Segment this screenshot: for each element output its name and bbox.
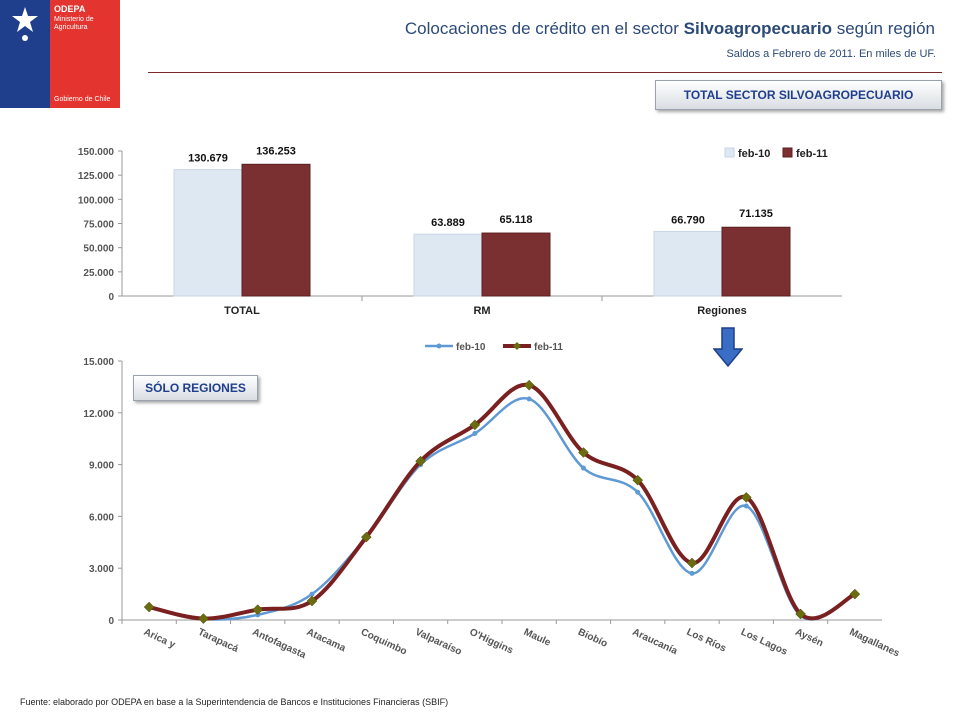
y-tick-label: 50.000 bbox=[83, 244, 114, 255]
point-feb-10 bbox=[526, 396, 532, 402]
legend-marker bbox=[436, 343, 442, 349]
regions-only-tag: SÓLO REGIONES bbox=[133, 375, 258, 401]
point-feb-11 bbox=[360, 531, 372, 543]
bar-feb-11-total bbox=[241, 163, 311, 297]
logo-ministry: Ministerio de Agricultura bbox=[54, 16, 94, 31]
x-tick-label: O'Higgins bbox=[468, 627, 515, 657]
coat-of-arms-icon bbox=[0, 0, 50, 108]
y-tick-label: 0 bbox=[108, 616, 114, 627]
bar-feb-10-rm bbox=[413, 233, 483, 297]
bar-feb-10-total bbox=[173, 169, 243, 297]
bar-feb-10-regiones bbox=[653, 230, 723, 297]
x-tick-label: Coquimbo bbox=[359, 627, 408, 658]
point-feb-11 bbox=[469, 419, 481, 431]
series-line-feb-11 bbox=[147, 382, 857, 621]
series-line-feb-10 bbox=[147, 397, 857, 621]
point-feb-11 bbox=[632, 474, 644, 486]
legend-label: feb-10 bbox=[456, 342, 486, 353]
point-feb-11 bbox=[849, 588, 861, 600]
x-tick-label: Arica y bbox=[142, 627, 177, 651]
legend-label: feb-11 bbox=[534, 342, 563, 353]
point-feb-11 bbox=[686, 557, 698, 569]
total-sector-tag: TOTAL SECTOR SILVOAGROPECUARIO bbox=[655, 80, 942, 110]
data-label: 71.135 bbox=[739, 208, 773, 220]
y-tick-label: 12.000 bbox=[83, 409, 114, 420]
x-tick-label: Magallanes bbox=[848, 627, 902, 660]
logo-gov: Gobierno de Chile bbox=[54, 96, 111, 103]
x-tick-label: Araucanía bbox=[630, 627, 679, 658]
page-subtitle: Saldos a Febrero de 2011. En miles de UF… bbox=[726, 48, 936, 60]
point-feb-11 bbox=[795, 608, 806, 620]
x-tick-label: Atacama bbox=[305, 627, 348, 655]
point-feb-10 bbox=[580, 465, 586, 471]
x-tick-label: Maule bbox=[522, 627, 553, 649]
page-title: Colocaciones de crédito en el sector Sil… bbox=[404, 19, 935, 38]
y-tick-label: 25.000 bbox=[83, 268, 114, 279]
x-tick-label: RM bbox=[473, 305, 490, 317]
data-label: 63.889 bbox=[431, 217, 465, 229]
y-tick-label: 75.000 bbox=[83, 220, 114, 231]
legend-marker bbox=[513, 342, 521, 350]
down-arrow-icon bbox=[713, 327, 743, 367]
point-feb-11 bbox=[252, 604, 264, 615]
x-tick-label: Aysén bbox=[793, 627, 825, 650]
source-footnote: Fuente: elaborado por ODEPA en base a la… bbox=[20, 697, 449, 707]
x-tick-label: Biobío bbox=[576, 627, 609, 650]
point-feb-11 bbox=[523, 379, 535, 391]
logo-org: ODEPA bbox=[54, 4, 86, 14]
legend-label: feb-10 bbox=[738, 148, 770, 160]
y-tick-label: 125.000 bbox=[78, 171, 115, 182]
point-feb-10 bbox=[635, 489, 641, 495]
legend-swatch-feb-10 bbox=[724, 147, 735, 158]
y-tick-label: 3.000 bbox=[89, 564, 114, 575]
y-tick-label: 150.000 bbox=[78, 147, 115, 158]
point-feb-11 bbox=[740, 492, 752, 503]
legend-swatch-feb-11 bbox=[782, 147, 793, 158]
point-feb-11 bbox=[415, 455, 426, 467]
x-tick-label: Los Lagos bbox=[739, 627, 789, 658]
x-tick-label: Regiones bbox=[697, 305, 747, 317]
line-chart: 0 3.000 6.000 9.000 12.000 15.000 Arica y Tarap… bbox=[83, 342, 902, 662]
point-feb-11 bbox=[578, 447, 589, 458]
data-label: 65.118 bbox=[499, 214, 532, 226]
point-feb-11 bbox=[198, 613, 209, 624]
data-label: 136.253 bbox=[256, 145, 296, 157]
y-tick-label: 9.000 bbox=[89, 461, 114, 472]
point-feb-11 bbox=[306, 595, 318, 607]
y-tick-label: 15.000 bbox=[83, 357, 114, 368]
data-label: 130.679 bbox=[188, 153, 228, 165]
point-feb-10 bbox=[689, 570, 695, 576]
y-tick-label: 0 bbox=[108, 292, 114, 303]
y-tick-label: 6.000 bbox=[89, 512, 114, 523]
point-feb-11 bbox=[143, 601, 155, 613]
x-tick-label: TOTAL bbox=[224, 305, 260, 317]
x-tick-label: Tarapacá bbox=[196, 627, 240, 655]
data-label: 66.790 bbox=[671, 214, 705, 226]
title-divider bbox=[148, 72, 942, 73]
legend-label: feb-11 bbox=[796, 148, 828, 160]
bar-chart: 0 25.000 50.000 75.000 100.000 125.000 150.000… bbox=[78, 145, 842, 317]
x-tick-label: Los Ríos bbox=[685, 627, 728, 655]
bar-feb-11-regiones bbox=[721, 226, 791, 297]
gobierno-logo: ODEPA Ministerio de Agricultura Gobierno… bbox=[0, 0, 120, 108]
y-tick-label: 100.000 bbox=[78, 195, 115, 206]
x-tick-label: Valparaíso bbox=[413, 627, 463, 658]
bar-feb-11-rm bbox=[481, 232, 551, 297]
x-tick-label: Antofagasta bbox=[250, 627, 307, 662]
point-feb-10 bbox=[309, 591, 315, 597]
point-feb-10 bbox=[472, 431, 478, 437]
point-feb-10 bbox=[743, 503, 749, 509]
